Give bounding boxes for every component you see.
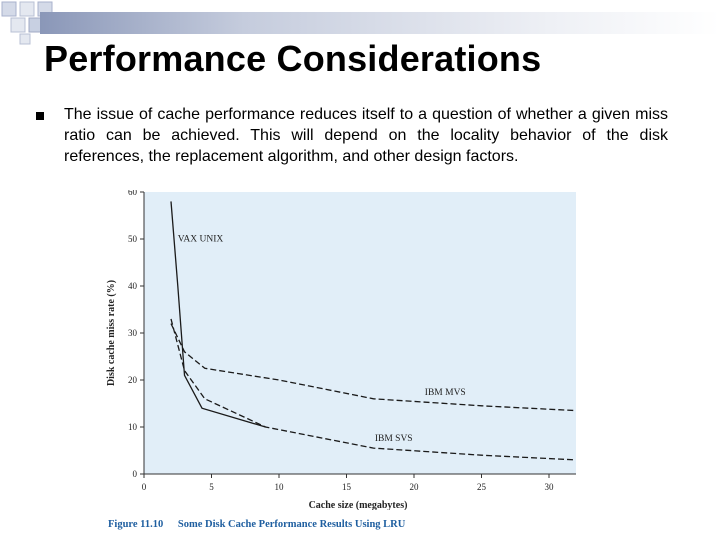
x-tick-label: 0: [142, 482, 147, 492]
corner-squares-decoration: [1, 1, 53, 45]
x-tick-label: 10: [275, 482, 285, 492]
y-tick-label: 50: [128, 234, 138, 244]
series-line-vax-unix: [170, 201, 266, 428]
figure-caption-text: Some Disk Cache Performance Results Usin…: [177, 519, 406, 530]
figure-caption: Figure 11.10 Some Disk Cache Performance…: [108, 519, 405, 530]
x-tick-label: 30: [545, 482, 555, 492]
x-tick-label: 5: [209, 482, 214, 492]
y-tick-label: 60: [128, 190, 138, 197]
miss-rate-chart: 0 10 20 30 40 50 60 0 5 10 15 20 25 30 VAX UNIX IBM MV…: [106, 190, 577, 510]
y-tick-label: 30: [128, 328, 138, 338]
bullet-marker: [36, 112, 44, 120]
series-line-ibm-mvs: [170, 323, 577, 412]
x-tick-label: 20: [410, 482, 420, 492]
y-axis-label: Disk cache miss rate (%): [106, 280, 117, 386]
y-tick-label: 10: [128, 422, 138, 432]
y-tick-label: 40: [128, 281, 138, 291]
x-tick-label: 25: [477, 482, 487, 492]
figure-number: Figure 11.10: [108, 519, 164, 530]
x-axis-label: Cache size (megabytes): [309, 500, 408, 510]
series-annotation-label: IBM SVS: [375, 434, 413, 444]
series-annotation-label: IBM MVS: [425, 388, 466, 398]
y-tick-label: 0: [133, 469, 138, 479]
series-line-ibm-svs: [170, 318, 577, 461]
bullet-text: The issue of cache performance reduces i…: [64, 106, 668, 165]
title-bar-decoration: [40, 12, 720, 34]
series-annotation-label: VAX UNIX: [178, 234, 224, 244]
plot-area: [144, 192, 576, 474]
slide-title: Performance Considerations: [44, 38, 542, 79]
y-tick-label: 20: [128, 375, 138, 385]
x-tick-label: 15: [342, 482, 352, 492]
